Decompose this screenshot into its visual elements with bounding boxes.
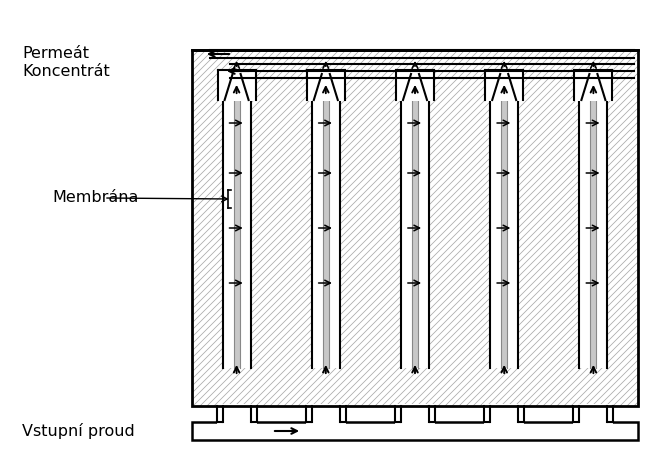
Bar [574,69,612,101]
Bar [222,404,251,424]
Text: Permeát: Permeát [22,46,89,61]
Bar [222,100,251,368]
Bar [396,69,434,101]
Bar [323,100,329,368]
Bar [395,404,435,424]
Bar [579,404,607,424]
Bar [412,100,418,368]
Bar [312,404,340,424]
Bar [216,404,257,424]
Bar [574,404,613,424]
Bar [218,69,255,101]
Text: Membrána: Membrána [52,190,139,205]
Bar [306,404,346,424]
Bar [484,404,524,424]
Bar [490,100,518,368]
Bar [485,69,523,101]
Text: Koncentrát: Koncentrát [22,64,110,79]
Bar [591,100,597,368]
Bar [234,100,240,368]
Bar [401,100,429,368]
Text: Vstupní proud: Vstupní proud [22,423,135,439]
Bar [401,404,429,424]
Bar [490,404,518,424]
Bar [307,69,345,101]
Bar [501,100,507,368]
Bar [192,422,638,440]
Bar [192,50,638,406]
Bar [579,100,607,368]
Bar [312,100,340,368]
Bar [192,50,638,406]
